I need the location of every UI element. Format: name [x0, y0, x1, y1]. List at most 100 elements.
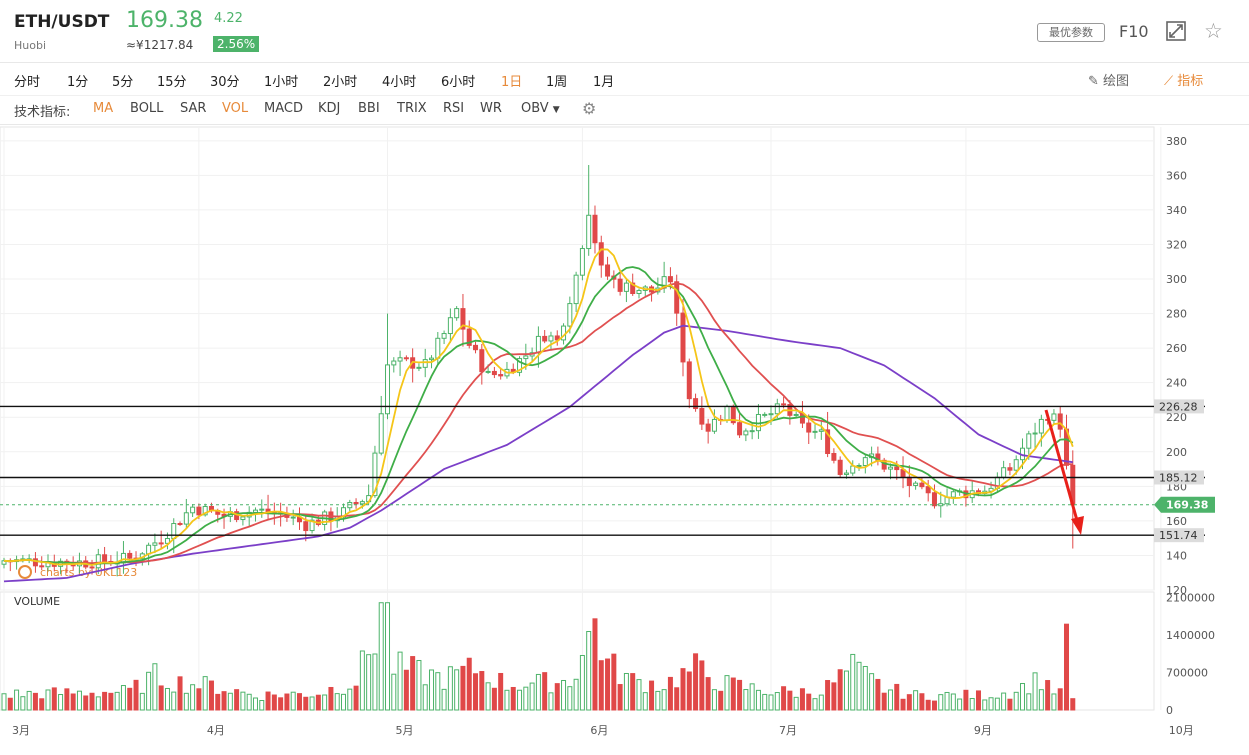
volume-bar	[1, 693, 7, 711]
timeframe-tab[interactable]: 1分	[67, 75, 89, 90]
volume-bar	[259, 700, 265, 711]
level-tag	[1154, 528, 1204, 543]
volume-bar	[45, 689, 51, 711]
indicator-ma[interactable]: MA	[93, 101, 114, 116]
volume-bar	[605, 658, 611, 711]
volume-bar	[642, 692, 648, 711]
candle-body	[435, 337, 441, 359]
symbol-title: ETH/USDT	[14, 12, 110, 32]
volume-bar	[378, 602, 384, 711]
candle-body	[894, 466, 900, 471]
timeframe-tab[interactable]: 5分	[112, 75, 134, 90]
indicator-bbi[interactable]: BBI	[358, 101, 380, 116]
volume-bar	[938, 694, 944, 711]
volume-bar	[70, 693, 76, 711]
volume-bar	[1064, 623, 1070, 711]
indicator-caption: 技术指标:	[14, 105, 71, 120]
candle-body	[1038, 418, 1044, 434]
y-tick-label: 360	[1166, 169, 1187, 182]
indicator-macd[interactable]: MACD	[264, 101, 303, 116]
volume-bar	[705, 677, 711, 711]
indicator-rsi[interactable]: RSI	[443, 101, 465, 116]
volume-bar	[818, 694, 824, 711]
volume-bar	[215, 693, 221, 711]
timeframe-tab[interactable]: 分时	[14, 75, 41, 90]
candle-body	[535, 335, 541, 354]
timeframe-tab[interactable]: 1小时	[264, 75, 299, 90]
candle-body	[466, 328, 472, 346]
candle-body	[460, 308, 466, 330]
volume-bar	[630, 673, 636, 711]
current-price-label: 169.38	[1166, 499, 1208, 512]
volume-tick-label: 1400000	[1166, 629, 1215, 642]
volume-bar	[573, 678, 579, 711]
volume-tick-label: 2100000	[1166, 591, 1215, 604]
indicator-obv[interactable]: OBV ▼	[521, 101, 560, 116]
volume-bar	[699, 660, 705, 711]
candle-body	[1057, 413, 1063, 430]
y-tick-label: 320	[1166, 238, 1187, 251]
candle-body	[781, 403, 787, 406]
indicator-sar[interactable]: SAR	[180, 101, 207, 116]
indicator-bar	[0, 95, 1249, 125]
volume-bar	[906, 694, 912, 711]
f10-button[interactable]: F10	[1119, 22, 1149, 41]
candle-body	[749, 430, 755, 433]
expand-icon[interactable]	[1166, 21, 1186, 41]
volume-bar	[542, 672, 548, 711]
timeframe-tab[interactable]: 4小时	[382, 75, 417, 90]
volume-bar	[919, 693, 925, 711]
timeframe-tab[interactable]: 6小时	[441, 75, 476, 90]
candle-body	[441, 333, 447, 339]
volume-bar	[1045, 680, 1051, 711]
candle-body	[378, 413, 384, 454]
volume-bar	[265, 691, 271, 711]
indicator-wr[interactable]: WR	[480, 101, 502, 116]
candle-body	[598, 242, 604, 266]
candle-body	[843, 472, 849, 475]
optimal-params-button[interactable]: 最优参数	[1037, 23, 1105, 42]
indicator-kdj[interactable]: KDJ	[318, 101, 341, 116]
volume-bar	[1013, 691, 1019, 711]
candle-body	[177, 523, 183, 526]
draw-tool-button[interactable]: ✎ 绘图	[1088, 70, 1129, 89]
indicator-button[interactable]: ⟋ 指标	[1164, 70, 1203, 89]
indicator-boll[interactable]: BOLL	[130, 101, 164, 116]
caret-down-icon: ▼	[552, 105, 560, 115]
timeframe-tab[interactable]: 2小时	[323, 75, 358, 90]
volume-bar	[322, 694, 328, 711]
candle-body	[353, 501, 359, 505]
volume-bar	[372, 653, 378, 711]
indicator-trix[interactable]: TRIX	[397, 101, 427, 116]
price-chart[interactable]: 3803603403203002802602402202001801601401…	[0, 124, 1249, 755]
candle-body	[447, 317, 453, 335]
candle-body	[862, 457, 868, 467]
timeframe-tab-active[interactable]: 1日	[501, 75, 523, 90]
exchange-name: Huobi	[14, 39, 47, 52]
timeframe-tab[interactable]: 1周	[546, 75, 568, 90]
candle-body	[164, 538, 170, 544]
timeframe-tab[interactable]: 15分	[157, 75, 187, 90]
star-icon[interactable]: ☆	[1204, 19, 1223, 43]
volume-bar	[1001, 692, 1007, 711]
candle-body	[1013, 459, 1019, 471]
candle-body	[391, 360, 397, 366]
volume-bar	[58, 694, 64, 711]
candle-body	[674, 281, 680, 314]
gear-icon[interactable]: ⚙	[582, 99, 597, 118]
level-label: 226.28	[1159, 400, 1198, 413]
volume-bar	[202, 676, 208, 711]
volume-bar	[416, 659, 422, 711]
volume-bar	[447, 666, 453, 711]
volume-bar	[975, 690, 981, 711]
candle-body	[793, 413, 799, 416]
timeframe-tab[interactable]: 1月	[593, 75, 615, 90]
indicator-vol[interactable]: VOL	[222, 101, 249, 116]
candle-body	[919, 482, 925, 488]
volume-bar	[850, 653, 856, 711]
cny-price: ≈¥1217.84	[126, 38, 194, 52]
candle-body	[416, 366, 422, 369]
timeframe-tab[interactable]: 30分	[210, 75, 240, 90]
candle-body	[542, 335, 548, 342]
price-change: 4.22	[214, 11, 243, 26]
